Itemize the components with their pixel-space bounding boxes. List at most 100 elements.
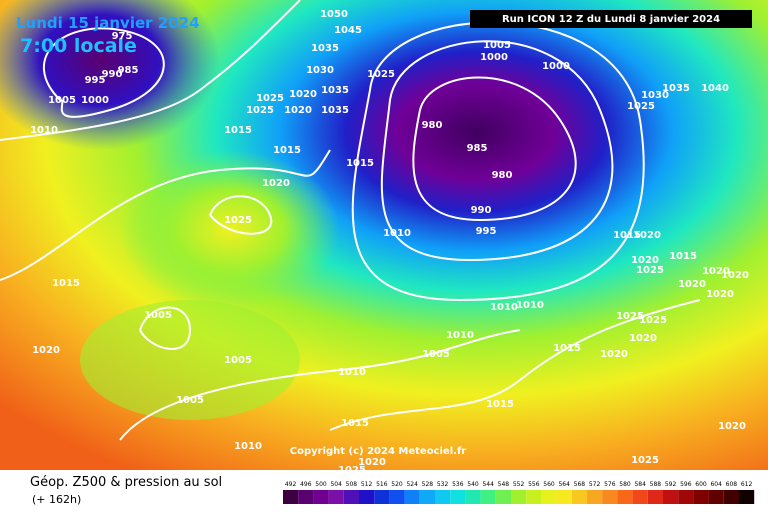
isobar-label: 1025 xyxy=(631,455,659,466)
legend-label: 536 xyxy=(452,481,464,488)
legend-swatch xyxy=(587,490,603,504)
isobar-label: 1015 xyxy=(341,418,369,429)
legend-label: 600 xyxy=(695,481,707,488)
legend-label: 560 xyxy=(543,481,555,488)
isobar-label: 1010 xyxy=(338,367,366,378)
isobar-label: 1005 xyxy=(144,310,172,321)
isobar-label: 1020 xyxy=(262,178,290,189)
legend-label: 604 xyxy=(710,481,722,488)
legend-label: 584 xyxy=(634,481,646,488)
isobar-label: 1035 xyxy=(662,83,690,94)
legend-label: 508 xyxy=(346,481,358,488)
legend-label: 552 xyxy=(513,481,525,488)
legend-label: 540 xyxy=(467,481,479,488)
legend-swatch xyxy=(480,490,496,504)
ridge-south xyxy=(80,300,300,420)
legend-label: 532 xyxy=(437,481,449,488)
legend-label: 516 xyxy=(376,481,388,488)
legend-swatch xyxy=(313,490,329,504)
footer-lead: (+ 162h) xyxy=(32,493,81,506)
legend-swatch xyxy=(647,490,663,504)
isobar-label: 1025 xyxy=(256,93,284,104)
legend-label: 512 xyxy=(361,481,373,488)
legend-label: 588 xyxy=(650,481,662,488)
legend-swatch xyxy=(495,490,511,504)
legend-swatch xyxy=(556,490,572,504)
valid-time: 7:00 locale xyxy=(20,35,137,57)
isobar-label: 1005 xyxy=(48,95,76,106)
isobar-label: 1025 xyxy=(224,215,252,226)
isobar-label: 1020 xyxy=(718,421,746,432)
isobar-label: 1015 xyxy=(553,343,581,354)
legend-swatch xyxy=(541,490,557,504)
isobar-label: 1035 xyxy=(321,85,349,96)
legend-label: 548 xyxy=(498,481,510,488)
legend: 492 496 500 504 508 512 516 520 524 528 532 536 540 5… xyxy=(283,481,755,504)
isobar-label: 1020 xyxy=(358,457,386,468)
isobar-label: 1015 xyxy=(346,158,374,169)
legend-label: 492 xyxy=(285,481,297,488)
isobar-label: 1010 xyxy=(490,302,518,313)
low-west xyxy=(0,0,220,150)
isobar-label: 1020 xyxy=(678,279,706,290)
run-info: Run ICON 12 Z du Lundi 8 janvier 2024 xyxy=(502,14,720,25)
isobar-label: 1005 xyxy=(422,349,450,360)
isobar-label: 1015 xyxy=(224,125,252,136)
isobar-label: 1020 xyxy=(32,345,60,356)
copyright: Copyright (c) 2024 Meteociel.fr xyxy=(290,446,467,457)
isobar-label: 1025 xyxy=(246,105,274,116)
isobar-label: 1010 xyxy=(446,330,474,341)
legend-swatch xyxy=(678,490,694,504)
isobar-label: 1020 xyxy=(289,89,317,100)
legend-label: 608 xyxy=(726,481,738,488)
legend-swatch xyxy=(693,490,709,504)
legend-swatch xyxy=(739,490,755,504)
legend-swatch xyxy=(465,490,481,504)
legend-swatch xyxy=(602,490,618,504)
legend-swatch xyxy=(723,490,739,504)
legend-swatch xyxy=(450,490,466,504)
legend-label: 504 xyxy=(330,481,342,488)
legend-label: 556 xyxy=(528,481,540,488)
isobar-label: 1030 xyxy=(306,65,334,76)
isobar-label: 975 xyxy=(112,31,133,42)
legend-swatch xyxy=(359,490,375,504)
isobar-label: 1010 xyxy=(30,125,58,136)
isobar-label: 1020 xyxy=(631,255,659,266)
isobar-label: 1000 xyxy=(480,52,508,63)
isobar-label: 985 xyxy=(467,143,488,154)
legend-swatch xyxy=(283,490,299,504)
legend-swatch xyxy=(419,490,435,504)
isobar-label: 1015 xyxy=(669,251,697,262)
legend-swatch xyxy=(435,490,451,504)
legend-swatch xyxy=(708,490,724,504)
isobar-label: 1020 xyxy=(633,230,661,241)
isobar-label: 990 xyxy=(471,205,492,216)
legend-swatch xyxy=(511,490,527,504)
isobar-label: 1005 xyxy=(176,395,204,406)
isobar-label: 1025 xyxy=(639,315,667,326)
isobar-label: 1020 xyxy=(702,266,730,277)
run-box xyxy=(470,10,752,28)
isobar-label: 1010 xyxy=(383,228,411,239)
isobar-label: 995 xyxy=(85,75,106,86)
legend-label: 572 xyxy=(589,481,601,488)
isobar-label: 1025 xyxy=(616,311,644,322)
isobar-label: 1005 xyxy=(224,355,252,366)
legend-label: 528 xyxy=(422,481,434,488)
isobar-label: 1015 xyxy=(273,145,301,156)
isobars xyxy=(0,0,700,440)
legend-label: 524 xyxy=(406,481,418,488)
legend-label: 576 xyxy=(604,481,616,488)
legend-label: 596 xyxy=(680,481,692,488)
legend-swatch xyxy=(298,490,314,504)
isobar-label: 1030 xyxy=(641,90,669,101)
isobar-label: 1050 xyxy=(320,9,348,20)
isobar-label: 1035 xyxy=(311,43,339,54)
legend-swatch xyxy=(389,490,405,504)
isobar-label: 1010 xyxy=(516,300,544,311)
footer-title: Géop. Z500 & pression au sol xyxy=(30,475,222,490)
isobar-label: 1020 xyxy=(284,105,312,116)
legend-swatch xyxy=(328,490,344,504)
